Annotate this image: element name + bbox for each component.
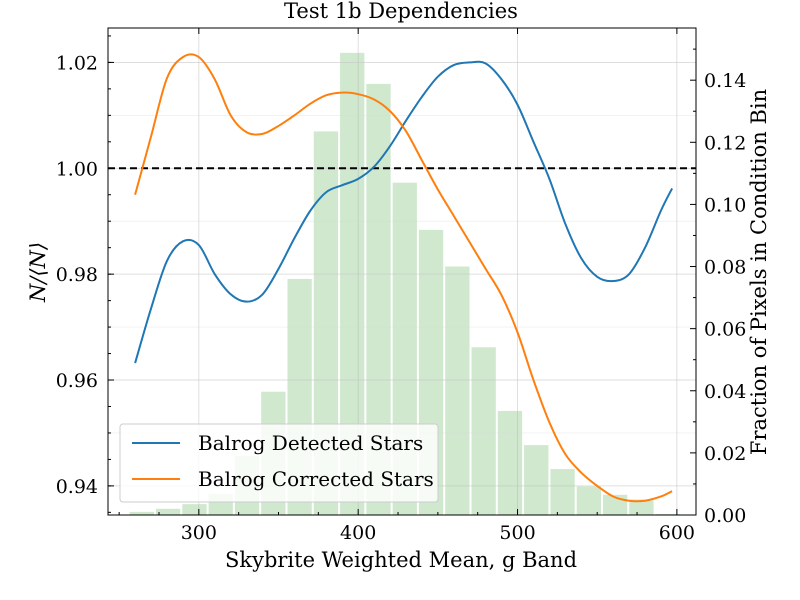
y-right-tick-label: 0.10	[704, 194, 746, 216]
y-axis-right-label: Fraction of Pixels in Condition Bin	[747, 89, 771, 455]
histogram-bar	[576, 486, 601, 515]
series-lines	[134, 53, 673, 503]
chart-title: Test 1b Dependencies	[284, 0, 518, 23]
histogram-bar	[445, 266, 470, 515]
histogram-bar	[524, 445, 549, 515]
x-axis-label: Skybrite Weighted Mean, g Band	[225, 548, 577, 572]
y-tick-label: 1.00	[56, 158, 98, 180]
y-right-tick-label: 0.12	[704, 132, 746, 154]
axis-ticks: 300 400 500 600 0.94 0.96 0.98 1.00 1.02 0.00 0.02…	[56, 28, 746, 544]
y-right-tick-label: 0.08	[704, 257, 746, 279]
histogram-bar	[129, 511, 155, 515]
legend-label-corrected: Balrog Corrected Stars	[198, 467, 434, 491]
legend: Balrog Detected Stars Balrog Corrected S…	[119, 423, 439, 503]
plot-frame	[107, 27, 697, 516]
y-right-tick-label: 0.02	[704, 443, 746, 465]
legend-label-detected: Balrog Detected Stars	[198, 431, 423, 455]
x-tick-label: 300	[181, 522, 217, 544]
y-tick-label: 0.96	[56, 370, 98, 392]
x-tick-label: 400	[340, 522, 376, 544]
y-tick-label: 1.02	[56, 52, 98, 74]
x-tick-label: 500	[499, 522, 535, 544]
histogram-bar	[629, 499, 654, 515]
histogram-bar	[550, 469, 575, 515]
histogram-bar	[497, 410, 523, 515]
y-right-tick-label: 0.04	[704, 381, 746, 403]
y-tick-label: 0.94	[56, 476, 98, 498]
legend-box	[119, 423, 439, 503]
y-right-tick-label: 0.14	[704, 70, 746, 92]
series-line-0	[134, 60, 673, 364]
y-right-tick-label: 0.06	[704, 319, 746, 341]
histogram-bar	[471, 347, 496, 515]
x-tick-label: 600	[659, 522, 695, 544]
y-axis-label: N/⟨N⟩	[26, 242, 50, 303]
y-tick-label: 0.98	[56, 264, 98, 286]
histogram-bar	[182, 504, 207, 515]
y-right-tick-label: 0.00	[704, 505, 746, 527]
series-line-1	[134, 53, 673, 503]
histogram-bar	[156, 508, 181, 515]
